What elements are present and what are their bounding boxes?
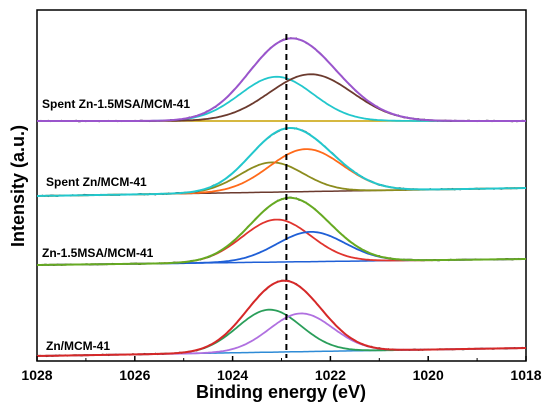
panel-label-1: Spent Zn/MCM-41 [46, 175, 147, 189]
x-tick-label-2: 1024 [217, 367, 248, 383]
envelope-3 [37, 279, 526, 357]
envelope-0 [37, 37, 526, 122]
x-axis-title: Binding energy (eV) [196, 382, 366, 402]
panel-label-2: Zn-1.5MSA/MCM-41 [42, 246, 154, 260]
x-tick-label-3: 1022 [315, 367, 346, 383]
y-axis-title: Intensity (a.u.) [8, 125, 28, 247]
raw-spectrum-3 [36, 279, 527, 358]
panel-label-3: Zn/MCM-41 [46, 339, 110, 353]
spectra-panels: Spent Zn-1.5MSA/MCM-41 Spent Zn/MCM-41 Zn-… [36, 37, 527, 358]
envelope-2 [37, 196, 526, 266]
x-tick-label-4: 1020 [413, 367, 444, 383]
envelope-1 [37, 127, 526, 197]
panel-label-0: Spent Zn-1.5MSA/MCM-41 [42, 97, 190, 111]
x-tick-label-5: 1018 [510, 367, 541, 383]
x-tick-label-0: 1028 [21, 367, 52, 383]
x-axis-ticks: 1028 1026 1024 1022 1020 1018 [21, 356, 542, 383]
x-tick-label-1: 1026 [119, 367, 150, 383]
